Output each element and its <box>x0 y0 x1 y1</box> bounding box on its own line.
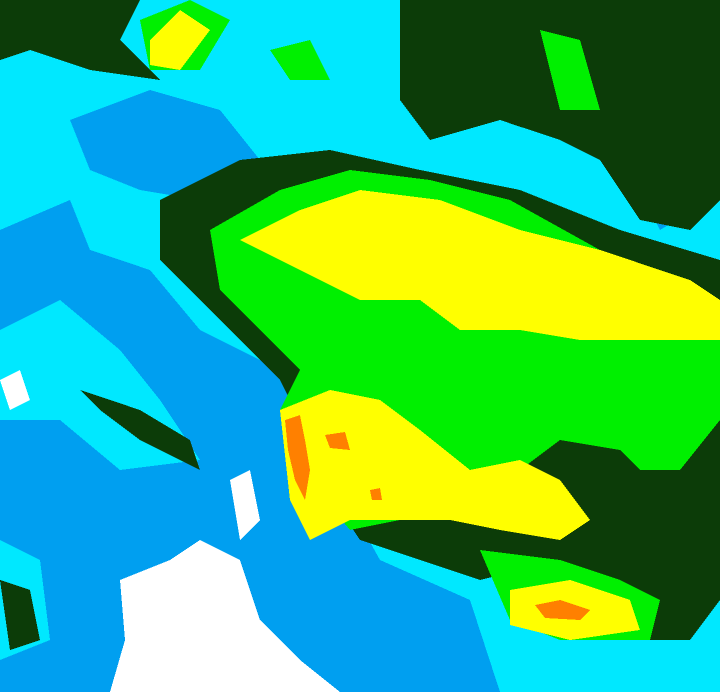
white-layer <box>0 370 340 692</box>
orange-layer <box>285 415 590 620</box>
yellow-layer <box>150 10 720 640</box>
